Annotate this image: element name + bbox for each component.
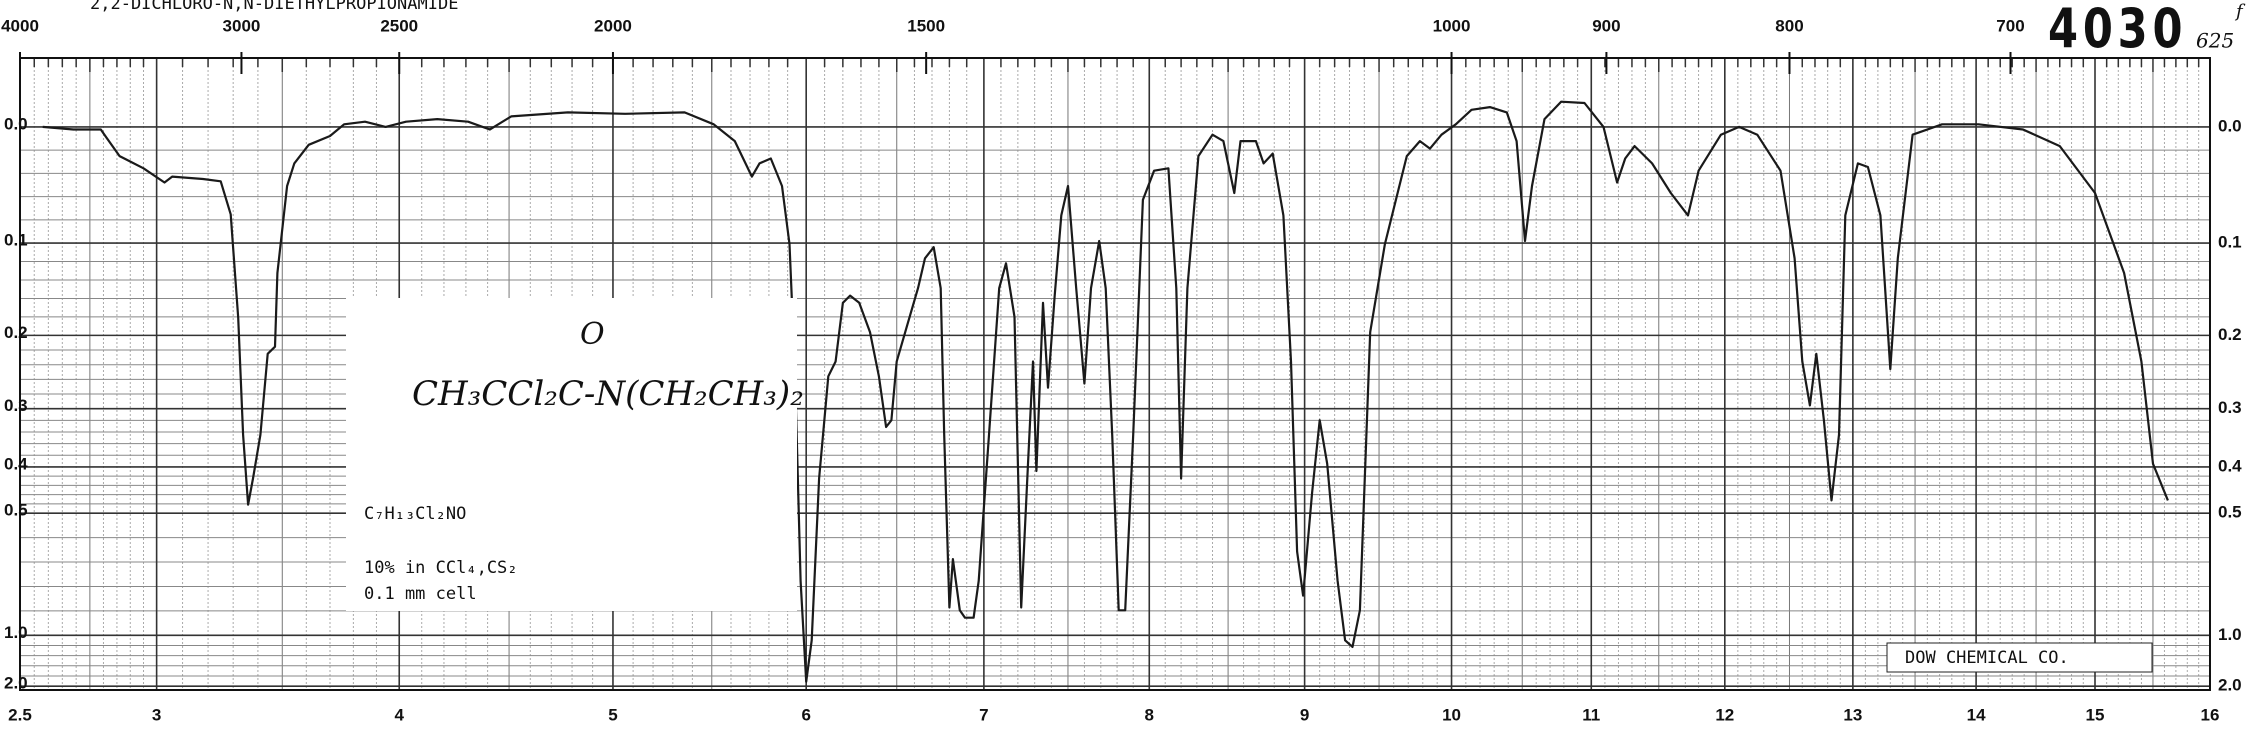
sample-conditions: 10% in CCl₄,CS₂ <box>364 558 518 578</box>
y-tick-label: 2.0 <box>4 674 28 693</box>
x2-tick-label: 800 <box>1775 16 1803 35</box>
y-tick-label: 0.2 <box>4 323 28 342</box>
structure-formula: CH₃CCl₂C-N(CH₂CH₃)₂ <box>412 374 804 414</box>
x2-tick-label: 1500 <box>907 16 945 35</box>
x-tick-label: 7 <box>979 705 988 724</box>
plot-frame <box>19 57 2211 691</box>
x-tick-label: 4 <box>394 705 404 724</box>
x2-tick-label: 900 <box>1592 16 1620 35</box>
cell-path: 0.1 mm cell <box>364 584 477 604</box>
y-tick-label: 0.4 <box>4 454 28 473</box>
spectrum-line <box>42 100 2169 683</box>
x2-tick-label: 4000 <box>1 16 39 35</box>
number-backdrop <box>2040 2 2254 56</box>
x-tick-label: 6 <box>801 705 810 724</box>
structure-oxygen: O <box>580 317 605 352</box>
x-tick-label: 11 <box>1582 705 1600 724</box>
y-tick-label-right: 0.3 <box>2218 398 2242 417</box>
x-tick-label: 5 <box>608 705 617 724</box>
x-tick-label: 9 <box>1300 705 1309 724</box>
y-tick-label-right: 0.5 <box>2218 503 2242 522</box>
y-tick-label: 0.3 <box>4 396 28 415</box>
y-tick-label-right: 1.0 <box>2218 625 2242 644</box>
note-layer: O CH₃CCl₂C-N(CH₂CH₃)₂ C₇H₁₃Cl₂NO 10% in … <box>90 0 2254 673</box>
y-tick-label: 0.0 <box>4 114 28 133</box>
credit: DOW CHEMICAL CO. <box>1905 648 2069 668</box>
chart-title: 2,2-DICHLORO-N,N-DIETHYLPROPIONAMIDE <box>90 0 458 14</box>
spectrum-code: 625 <box>2196 29 2234 53</box>
x2-tick-label: 2000 <box>594 16 632 35</box>
molecular-formula: C₇H₁₃Cl₂NO <box>364 504 466 524</box>
x-tick-label: 15 <box>2086 705 2105 724</box>
grid-layer <box>19 52 2211 691</box>
y-tick-label: 0.1 <box>4 231 28 250</box>
x-tick-label: 13 <box>1843 705 1862 724</box>
x-tick-label: 14 <box>1967 705 1986 724</box>
x-tick-label: 12 <box>1715 705 1734 724</box>
plot-layer: 2.5 3 4 5 6 7 8 9 10 11 12 13 14 15 16 4000 3000 2500 2000… <box>1 16 2242 724</box>
y-tick-label: 0.5 <box>4 501 28 520</box>
spectrum-number: 4030 <box>2048 0 2187 60</box>
x-tick-label: 10 <box>1442 705 1461 724</box>
y-tick-label-right: 0.2 <box>2218 325 2242 344</box>
x2-tick-label: 2500 <box>380 16 418 35</box>
y-tick-label-right: 0.4 <box>2218 456 2242 475</box>
x2-tick-label: 700 <box>1996 16 2024 35</box>
y-tick-label-right: 2.0 <box>2218 676 2242 695</box>
x-tick-label: 8 <box>1145 705 1154 724</box>
x2-tick-label: 3000 <box>223 16 261 35</box>
x-tick-label: 16 <box>2201 705 2220 724</box>
x2-tick-label: 1000 <box>1433 16 1471 35</box>
x-tick-label: 3 <box>152 705 161 724</box>
y-tick-label-right: 0.1 <box>2218 233 2242 252</box>
y-tick-label: 1.0 <box>4 623 28 642</box>
x-tick-label: 2.5 <box>8 705 32 724</box>
y-tick-label-right: 0.0 <box>2218 116 2242 135</box>
credit-box <box>1886 642 2153 673</box>
annotation-box <box>346 298 797 611</box>
